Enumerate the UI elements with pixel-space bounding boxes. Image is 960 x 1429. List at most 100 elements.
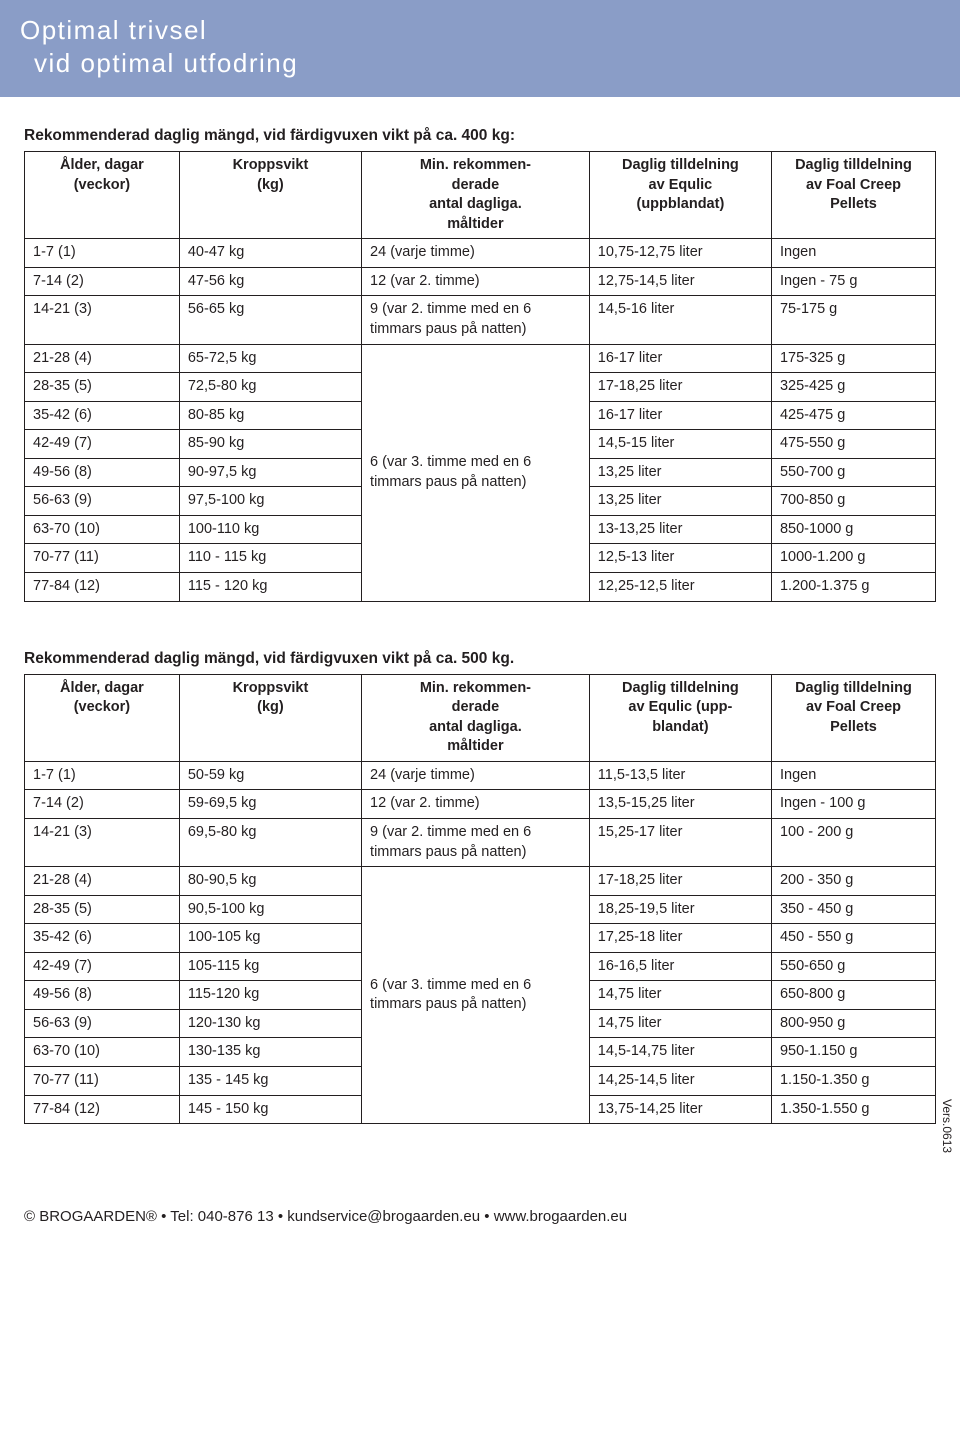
cell-age: 1-7 (1)	[25, 239, 180, 268]
cell-age: 49-56 (8)	[25, 981, 180, 1010]
version-label: Vers.0613	[940, 1099, 954, 1153]
cell-equlic: 11,5-13,5 liter	[589, 761, 771, 790]
footer-text: © BROGAARDEN® • Tel: 040-876 13 • kundse…	[24, 1208, 627, 1225]
cell-pellets: 325-425 g	[771, 373, 935, 402]
cell-age: 42-49 (7)	[25, 952, 180, 981]
column-header: Ålder, dagar(veckor)	[25, 674, 180, 761]
cell-age: 21-28 (4)	[25, 867, 180, 896]
column-header: Min. rekommen-deradeantal dagliga.måltid…	[362, 674, 590, 761]
table-400: Ålder, dagar(veckor)Kroppsvikt(kg)Min. r…	[24, 151, 936, 602]
cell-pellets: 100 - 200 g	[771, 818, 935, 866]
cell-weight: 90-97,5 kg	[179, 458, 361, 487]
cell-weight: 105-115 kg	[179, 952, 361, 981]
cell-weight: 90,5-100 kg	[179, 895, 361, 924]
cell-pellets: 1.350-1.550 g	[771, 1095, 935, 1124]
cell-age: 49-56 (8)	[25, 458, 180, 487]
table-row: 14-21 (3)69,5-80 kg9 (var 2. timme med e…	[25, 818, 936, 866]
cell-pellets: Ingen	[771, 239, 935, 268]
cell-age: 56-63 (9)	[25, 487, 180, 516]
cell-equlic: 12,25-12,5 liter	[589, 573, 771, 602]
cell-equlic: 13,5-15,25 liter	[589, 790, 771, 819]
cell-equlic: 16-16,5 liter	[589, 952, 771, 981]
cell-age: 70-77 (11)	[25, 1067, 180, 1096]
cell-age: 14-21 (3)	[25, 818, 180, 866]
content-area: Rekommenderad daglig mängd, vid färdigvu…	[0, 97, 960, 1124]
cell-pellets: 850-1000 g	[771, 515, 935, 544]
column-header: Ålder, dagar(veckor)	[25, 152, 180, 239]
cell-meals: 12 (var 2. timme)	[362, 267, 590, 296]
table-row: 14-21 (3)56-65 kg9 (var 2. timme med en …	[25, 296, 936, 344]
cell-age: 21-28 (4)	[25, 344, 180, 373]
cell-age: 28-35 (5)	[25, 895, 180, 924]
cell-weight: 130-135 kg	[179, 1038, 361, 1067]
cell-pellets: 550-650 g	[771, 952, 935, 981]
section-title-500: Rekommenderad daglig mängd, vid färdigvu…	[24, 650, 936, 668]
table-row: 1-7 (1)40-47 kg24 (varje timme)10,75-12,…	[25, 239, 936, 268]
cell-meals: 24 (varje timme)	[362, 239, 590, 268]
cell-pellets: 1.150-1.350 g	[771, 1067, 935, 1096]
cell-weight: 59-69,5 kg	[179, 790, 361, 819]
cell-age: 14-21 (3)	[25, 296, 180, 344]
cell-pellets: 475-550 g	[771, 430, 935, 459]
cell-pellets: 175-325 g	[771, 344, 935, 373]
cell-equlic: 14,25-14,5 liter	[589, 1067, 771, 1096]
cell-equlic: 13,75-14,25 liter	[589, 1095, 771, 1124]
cell-pellets: 350 - 450 g	[771, 895, 935, 924]
cell-weight: 80-90,5 kg	[179, 867, 361, 896]
column-header: Min. rekommen-deradeantal dagliga.måltid…	[362, 152, 590, 239]
section-title-400: Rekommenderad daglig mängd, vid färdigvu…	[24, 127, 936, 145]
cell-meals: 9 (var 2. timme med en 6 timmars paus på…	[362, 296, 590, 344]
cell-equlic: 14,75 liter	[589, 981, 771, 1010]
cell-age: 28-35 (5)	[25, 373, 180, 402]
cell-weight: 50-59 kg	[179, 761, 361, 790]
cell-weight: 47-56 kg	[179, 267, 361, 296]
cell-meals: 12 (var 2. timme)	[362, 790, 590, 819]
cell-meals-merged: 6 (var 3. timme med en 6 timmars paus på…	[362, 344, 590, 601]
cell-pellets: 1.200-1.375 g	[771, 573, 935, 602]
cell-equlic: 14,5-16 liter	[589, 296, 771, 344]
table-row: 21-28 (4)65-72,5 kg6 (var 3. timme med e…	[25, 344, 936, 373]
cell-pellets: 425-475 g	[771, 401, 935, 430]
cell-age: 77-84 (12)	[25, 1095, 180, 1124]
cell-equlic: 14,5-14,75 liter	[589, 1038, 771, 1067]
cell-equlic: 14,5-15 liter	[589, 430, 771, 459]
column-header: Daglig tilldelningav Equlic (upp-blandat…	[589, 674, 771, 761]
cell-weight: 69,5-80 kg	[179, 818, 361, 866]
cell-pellets: Ingen - 100 g	[771, 790, 935, 819]
header-line1: Optimal trivsel	[20, 14, 940, 47]
cell-pellets: 200 - 350 g	[771, 867, 935, 896]
cell-age: 70-77 (11)	[25, 544, 180, 573]
cell-age: 56-63 (9)	[25, 1009, 180, 1038]
cell-age: 1-7 (1)	[25, 761, 180, 790]
cell-weight: 97,5-100 kg	[179, 487, 361, 516]
column-header: Daglig tilldelningav Foal CreepPellets	[771, 152, 935, 239]
cell-age: 42-49 (7)	[25, 430, 180, 459]
cell-pellets: 550-700 g	[771, 458, 935, 487]
cell-equlic: 18,25-19,5 liter	[589, 895, 771, 924]
cell-weight: 72,5-80 kg	[179, 373, 361, 402]
page-header: Optimal trivsel vid optimal utfodring	[0, 0, 960, 97]
cell-weight: 65-72,5 kg	[179, 344, 361, 373]
cell-equlic: 10,75-12,75 liter	[589, 239, 771, 268]
cell-meals-merged: 6 (var 3. timme med en 6 timmars paus på…	[362, 867, 590, 1124]
header-line2: vid optimal utfodring	[20, 47, 940, 80]
cell-age: 63-70 (10)	[25, 1038, 180, 1067]
cell-weight: 40-47 kg	[179, 239, 361, 268]
table-row: 7-14 (2)59-69,5 kg12 (var 2. timme)13,5-…	[25, 790, 936, 819]
table-500: Ålder, dagar(veckor)Kroppsvikt(kg)Min. r…	[24, 674, 936, 1125]
cell-age: 35-42 (6)	[25, 401, 180, 430]
cell-equlic: 17-18,25 liter	[589, 373, 771, 402]
cell-equlic: 14,75 liter	[589, 1009, 771, 1038]
table-row: 7-14 (2)47-56 kg12 (var 2. timme)12,75-1…	[25, 267, 936, 296]
cell-weight: 115-120 kg	[179, 981, 361, 1010]
page-footer: © BROGAARDEN® • Tel: 040-876 13 • kundse…	[0, 1194, 960, 1243]
cell-meals: 9 (var 2. timme med en 6 timmars paus på…	[362, 818, 590, 866]
cell-pellets: 1000-1.200 g	[771, 544, 935, 573]
cell-weight: 120-130 kg	[179, 1009, 361, 1038]
cell-equlic: 17-18,25 liter	[589, 867, 771, 896]
cell-weight: 100-105 kg	[179, 924, 361, 953]
cell-equlic: 13-13,25 liter	[589, 515, 771, 544]
cell-weight: 110 - 115 kg	[179, 544, 361, 573]
column-header: Daglig tilldelningav Foal CreepPellets	[771, 674, 935, 761]
cell-equlic: 16-17 liter	[589, 401, 771, 430]
